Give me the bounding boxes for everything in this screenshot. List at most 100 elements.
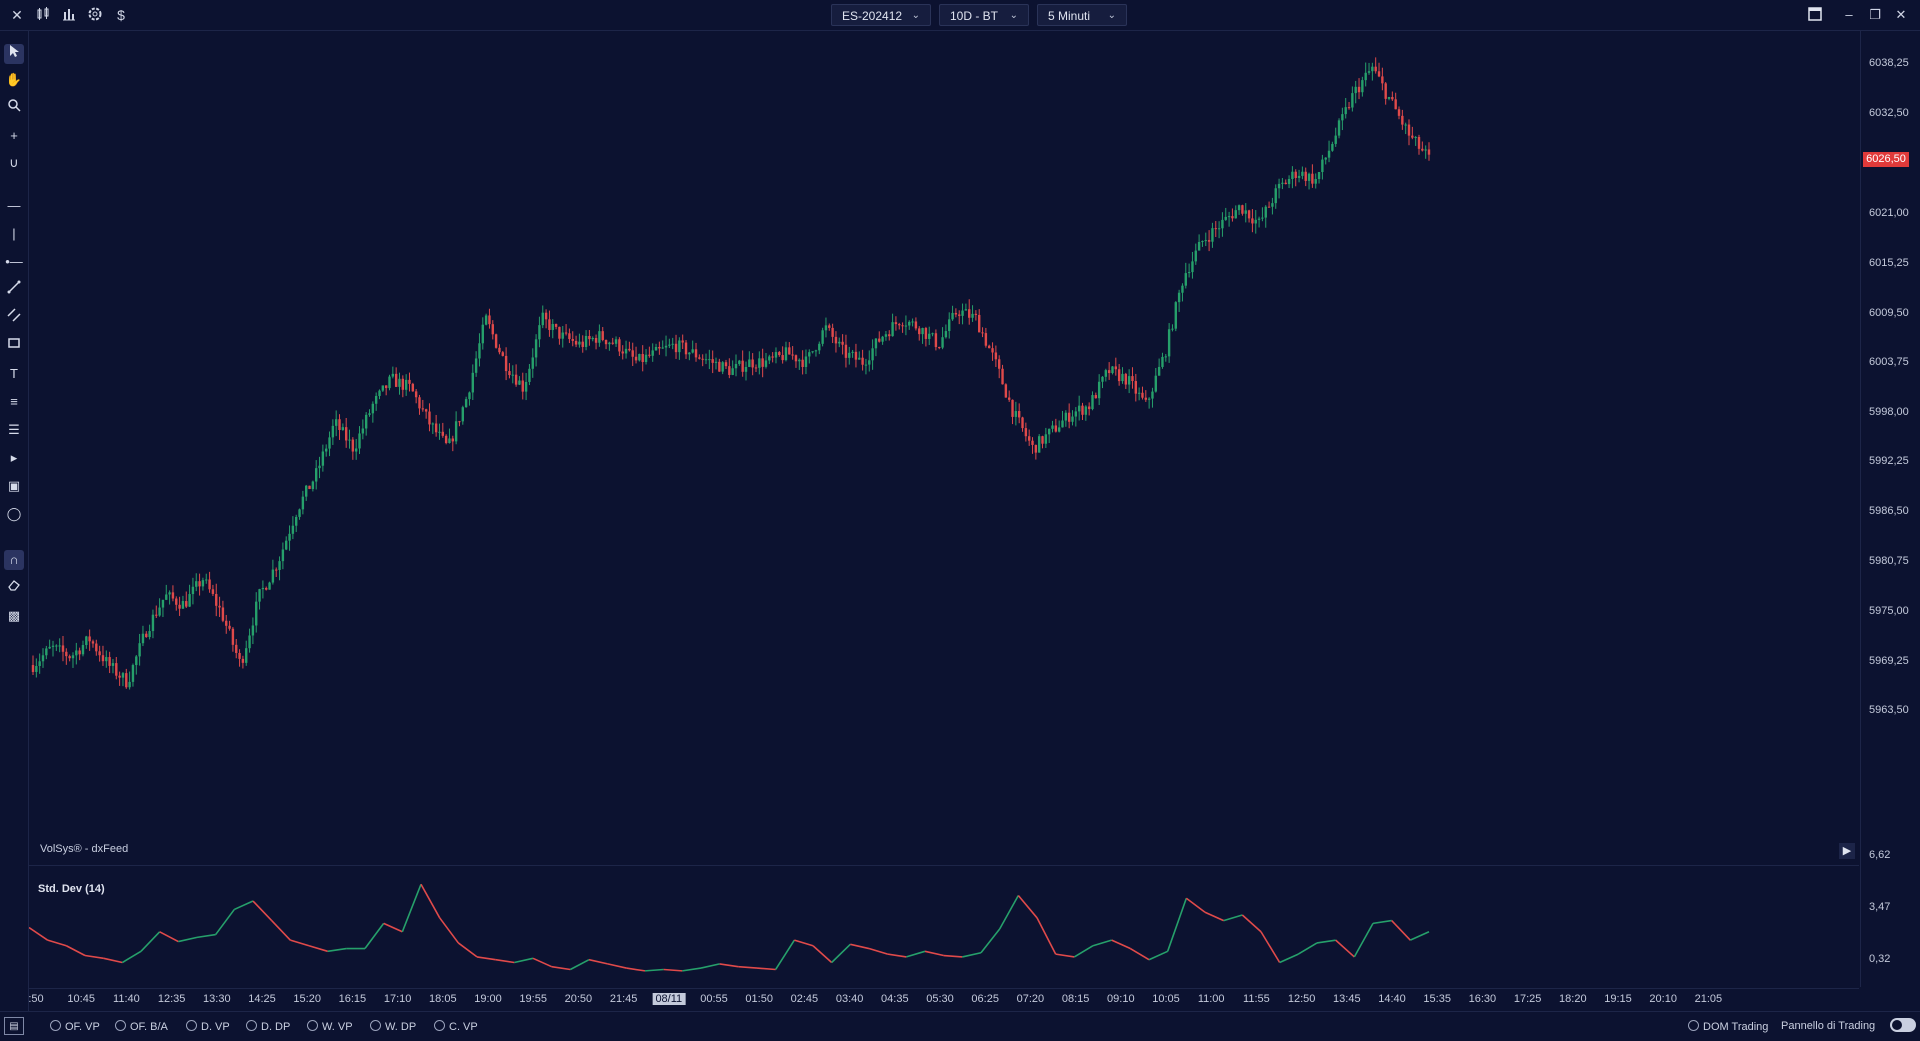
bar-chart-icon[interactable] [60,6,78,24]
minimize-icon[interactable]: – [1845,7,1853,22]
hand-icon[interactable]: ✋ [5,72,23,87]
text-icon[interactable]: T [10,366,18,381]
horizontal-line-icon[interactable]: — [7,198,21,213]
drawing-toolbar: ✋ + ∪ — | •— T ≡ ☰ ▸ ▣ ◯ ∩ ▩ [0,31,29,1011]
candle-body [824,325,828,331]
price-chart[interactable] [29,31,1859,864]
c-vp-toggle[interactable]: C. VP [434,1020,478,1033]
std-dev-indicator[interactable] [29,865,1859,988]
close-icon[interactable]: ✕ [11,7,23,23]
indicator-axis-label: 6,62 [1869,849,1891,861]
candle-body [871,348,874,361]
trading-panel-switch[interactable] [1890,1018,1916,1032]
candle-body [338,419,341,430]
std-dev-segment [663,968,683,972]
candle-body [115,663,118,676]
crosshair-icon[interactable]: + [10,128,18,143]
radio-icon [307,1020,318,1031]
candlestick-series [31,57,1431,690]
price-axis-label: 6021,00 [1869,207,1909,219]
of-vp-toggle[interactable]: OF. VP [50,1020,100,1033]
candle-body [1171,328,1174,330]
rectangle-icon[interactable] [4,336,24,356]
candle-body [894,322,898,325]
std-dev-segment [1297,942,1318,955]
candle-body [701,358,704,360]
panel-icon[interactable]: ▤ [4,1017,24,1035]
close-window-icon[interactable]: ✕ [1895,7,1907,22]
candle-body [431,423,435,425]
d-vp-toggle[interactable]: D. VP [186,1020,230,1033]
candle-body [1314,178,1317,184]
candle-body [191,586,195,595]
ray-icon[interactable]: •— [5,254,23,269]
w-dp-toggle[interactable]: W. DP [370,1020,416,1033]
candle-body [1021,417,1024,429]
candle-body [278,561,281,570]
candle-body [1241,205,1244,214]
candle-body [538,325,541,340]
candle-body [1364,72,1367,81]
layout-icon[interactable] [1806,6,1824,24]
d-dp-toggle[interactable]: D. DP [246,1020,290,1033]
trading-panel-label: Pannello di Trading [1781,1020,1876,1032]
candle-body [1154,375,1157,392]
std-dev-segment [1279,953,1299,964]
play-icon[interactable]: ▶ [1839,843,1855,859]
measure-icon[interactable]: ◯ [6,506,22,521]
of-ba-toggle[interactable]: OF. B/A [115,1020,168,1033]
std-dev-segment [514,957,534,964]
time-axis[interactable]: :50 10:45 11:40 12:35 13:30 14:25 15:20 16:15 17… [28,988,1859,1011]
candle-body [1087,406,1091,410]
symbol-dropdown[interactable]: ES-202412 ⌄ [831,4,931,26]
candle-body [328,437,331,449]
candle-body [554,323,558,327]
candle-body [451,438,454,442]
cursor-icon[interactable] [4,44,24,64]
w-vp-toggle[interactable]: W. VP [307,1020,353,1033]
dollar-icon[interactable]: $ [117,7,125,23]
std-dev-segment [1410,931,1430,941]
zoom-icon[interactable] [4,98,24,118]
layers-icon[interactable]: ▩ [7,608,21,623]
candle-body [1187,272,1191,274]
settings-icon[interactable] [86,6,104,24]
std-dev-segment [980,928,1001,954]
magnet-lock-icon[interactable]: ∩ [4,550,24,570]
candle-body [534,339,538,358]
candle-body [444,435,448,444]
time-axis-label: 05:30 [926,993,954,1005]
candle-body [1214,228,1217,230]
candle-body [1341,114,1344,121]
magnet-icon[interactable]: ∪ [9,155,19,170]
price-info-icon[interactable]: ▣ [7,478,21,493]
candle-body [1411,135,1414,138]
price-axis[interactable]: 6038,25 6032,50 6026,50 6021,00 6015,25 6009,… [1860,31,1920,987]
timeframe-dropdown[interactable]: 5 Minuti ⌄ [1037,4,1127,26]
vertical-line-icon[interactable]: | [12,226,16,241]
trend-line-icon[interactable] [4,280,24,300]
candle-body [51,645,55,647]
candle-body [441,431,445,436]
dom-trading-toggle[interactable]: DOM Trading [1688,1020,1768,1033]
restore-icon[interactable]: ❐ [1869,7,1881,22]
candle-body [1101,376,1104,382]
std-dev-segment [719,963,739,968]
candle-body [1131,376,1134,382]
candle-body [1064,412,1068,421]
candle-body [1324,157,1327,160]
candle-body [324,448,328,452]
std-dev-segment [234,900,254,911]
time-axis-label: 17:25 [1513,993,1542,1005]
candle-body [1057,427,1061,432]
lines-icon[interactable]: ≡ [10,394,18,409]
fibonacci-icon[interactable]: ☰ [8,422,20,437]
range-dropdown[interactable]: 10D - BT ⌄ [939,4,1029,26]
candle-body [561,332,564,339]
time-axis-label: 11:40 [113,993,140,1005]
fib-fan-icon[interactable]: ▸ [10,450,18,465]
channel-icon[interactable] [4,308,24,328]
eraser-icon[interactable] [4,578,24,598]
candles-icon[interactable] [34,6,52,24]
std-dev-segment [271,920,291,941]
